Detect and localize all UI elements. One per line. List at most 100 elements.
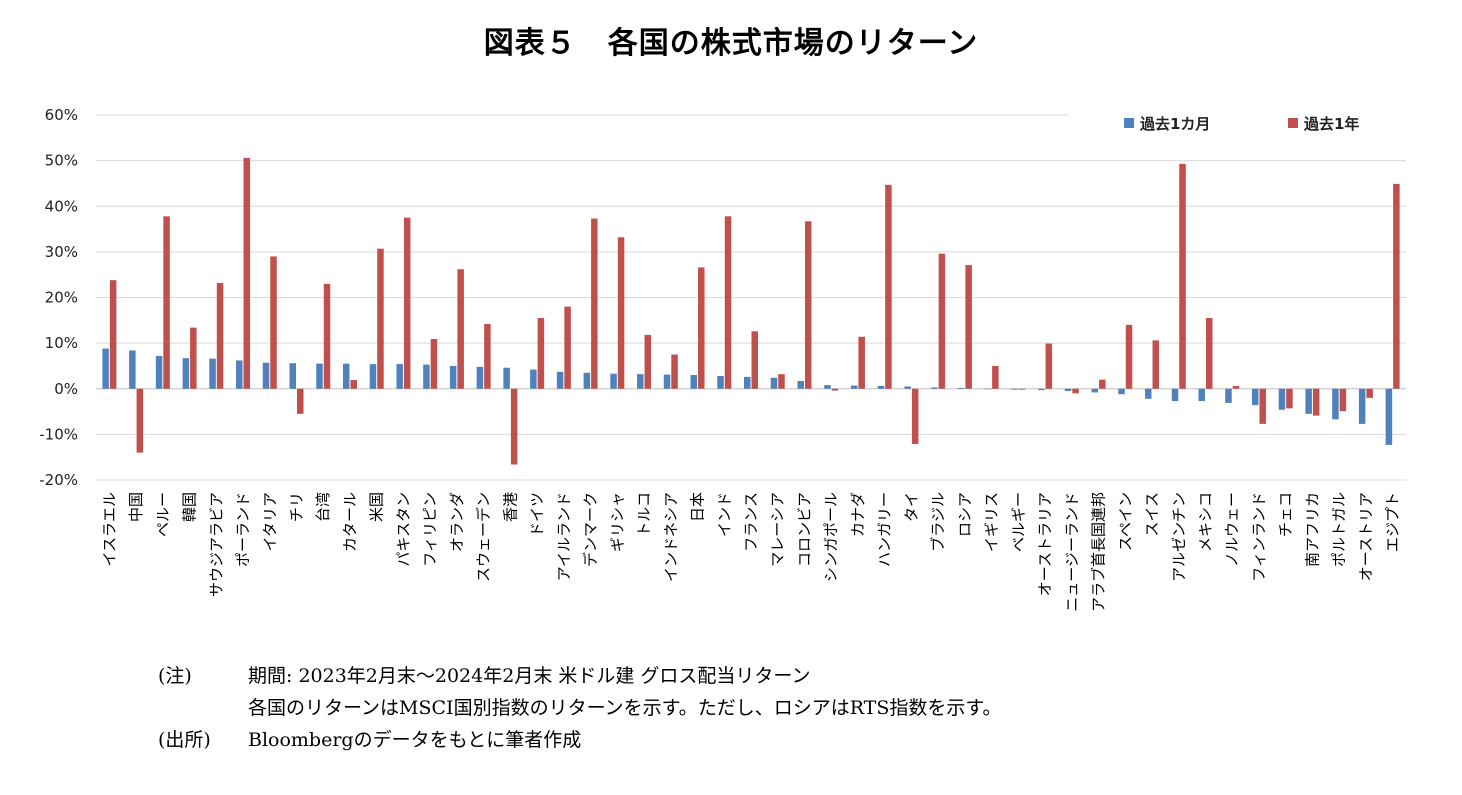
bar-past-1-year [430, 339, 438, 389]
bar-past-1-year [323, 283, 331, 389]
source-label: (出所) [158, 729, 211, 751]
x-category-label: 米国 [368, 492, 386, 522]
y-tick-label: -10% [39, 425, 78, 443]
bar-past-1-year [1312, 388, 1320, 416]
bar-past-1-month [316, 363, 323, 389]
x-category-label: 台湾 [314, 492, 332, 522]
x-category-label: ペルー [154, 492, 172, 537]
bar-past-1-year [698, 267, 705, 389]
bar-past-1-year [537, 318, 545, 389]
bar-past-1-year [778, 374, 785, 389]
bar-past-1-month [1332, 388, 1339, 420]
bar-past-1-year [591, 218, 598, 389]
bar-past-1-year [804, 221, 812, 389]
bar-past-1-year [564, 306, 571, 389]
y-tick-label: 20% [45, 289, 78, 307]
bar-past-1-month [155, 355, 163, 389]
bar-past-1-month [1358, 388, 1366, 424]
bar-past-1-month [957, 387, 965, 389]
bar-past-1-month [289, 363, 297, 389]
bar-past-1-year [1179, 163, 1186, 389]
legend-label-1-year: 過去1年 [1303, 115, 1359, 133]
bar-past-1-month [610, 373, 617, 389]
bar-past-1-year [510, 388, 518, 465]
bar-past-1-year [403, 217, 411, 389]
bar-past-1-year [1393, 183, 1400, 389]
x-category-label: ブラジル [929, 492, 947, 552]
x-category-label: アラブ首長国連邦 [1090, 492, 1108, 612]
x-category-label: シンガポール [822, 492, 840, 582]
x-category-label: オーストラリア [1036, 492, 1054, 596]
x-category-label: スウェーデン [475, 492, 493, 582]
bar-past-1-month [342, 363, 350, 389]
x-category-label: ポルトガル [1330, 492, 1348, 567]
bar-past-1-year [671, 354, 678, 389]
bar-past-1-month [717, 375, 724, 389]
bar-past-1-month [262, 362, 270, 389]
x-category-label: ロシア [956, 492, 974, 537]
bar-past-1-year [1045, 343, 1053, 389]
x-category-label: フィンランド [1250, 492, 1268, 582]
bar-past-1-month [102, 348, 109, 389]
gridlines [96, 114, 1406, 481]
bar-past-1-month [1385, 388, 1393, 445]
bar-past-1-year [484, 323, 491, 389]
bar-past-1-year [190, 327, 197, 389]
x-category-label: イタリア [261, 492, 279, 551]
bar-past-1-year [136, 388, 144, 453]
bar-past-1-month [1198, 388, 1205, 402]
bar-past-1-month [797, 380, 804, 389]
x-category-label: スイス [1143, 492, 1161, 537]
y-tick-label: 40% [45, 197, 78, 215]
bar-past-1-month [690, 375, 698, 389]
bar-past-1-month [931, 387, 938, 389]
x-category-label: 中国 [127, 492, 145, 522]
bar-past-1-year [377, 248, 384, 389]
bar-past-1-year [724, 216, 732, 389]
bar-past-1-month [1171, 388, 1179, 402]
bar-past-1-month [129, 350, 136, 389]
bar-past-1-year [1205, 318, 1213, 389]
bar-past-1-month [583, 372, 591, 389]
legend-label-1-month: 過去1カ月 [1139, 115, 1210, 133]
bar-past-1-year [163, 216, 170, 389]
bar-past-1-year [992, 365, 999, 389]
y-tick-label: 60% [45, 106, 78, 124]
bar-past-1-year [885, 184, 892, 389]
x-category-label: インド [715, 492, 733, 537]
bar-past-1-month [1118, 388, 1125, 395]
chart-title: 図表５ 各国の株式市場のリターン [483, 26, 979, 61]
x-category-label: マレーシア [769, 492, 787, 567]
bar-past-1-month [236, 360, 243, 389]
bar-past-1-month [1305, 388, 1312, 414]
x-category-label: オーストリア [1357, 492, 1375, 581]
x-category-label: デンマーク [582, 492, 600, 567]
bar-past-1-month [1038, 388, 1045, 391]
bar-past-1-month [770, 377, 778, 389]
bar-past-1-year [350, 380, 357, 389]
bar-past-1-month [1011, 388, 1018, 390]
bar-past-1-year [1099, 379, 1106, 389]
bar-past-1-month [369, 364, 377, 389]
bar-past-1-year [1018, 388, 1026, 390]
y-tick-label: 10% [45, 334, 78, 352]
bar-past-1-month [824, 385, 831, 389]
bar-past-1-month [1251, 388, 1259, 406]
x-category-label: 香港 [501, 492, 519, 522]
bar-past-1-year [270, 256, 277, 389]
bar-past-1-year [751, 331, 758, 389]
x-category-label: スペイン [1116, 492, 1134, 551]
x-category-label: アルゼンチン [1170, 492, 1188, 582]
bar-past-1-year [617, 237, 625, 389]
x-category-label: ニュージーランド [1063, 492, 1081, 612]
bar-past-1-year [1339, 388, 1347, 412]
x-category-label: ギリシャ [608, 492, 626, 552]
bar-past-1-month [850, 385, 858, 389]
bar-past-1-month [663, 374, 671, 389]
y-tick-label: -20% [39, 471, 78, 489]
bar-past-1-year [1286, 388, 1293, 409]
x-category-label: フィリピン [421, 492, 439, 567]
bar-past-1-year [644, 334, 652, 389]
x-category-label: サウジアラビア [207, 492, 225, 597]
